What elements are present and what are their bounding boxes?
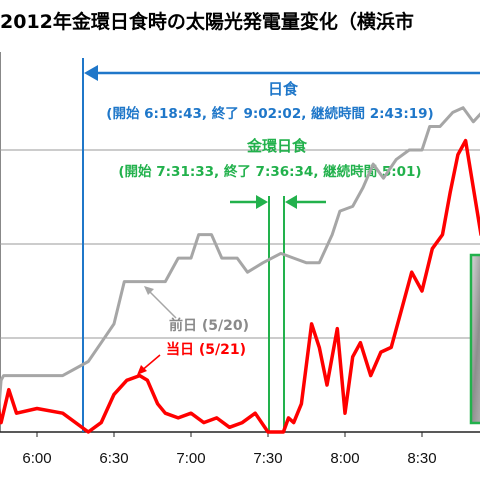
series-prev-day-line (0, 106, 480, 414)
series-today-line (0, 138, 480, 434)
annular-annotation: 金環日食 (開始 7:31:33, 終了 7:36:34, 継続時間 5:01) (118, 137, 422, 432)
x-tick-label-5: 8:30 (407, 450, 436, 467)
annular-right-arrow-head (285, 195, 297, 209)
x-tick-label-4: 8:00 (330, 450, 359, 467)
eclipse-span-annotation: 日食 (開始 6:18:43, 終了 9:02:02, 継続時間 2:43:19… (82, 58, 480, 432)
eclipse-detail: (開始 6:18:43, 終了 9:02:02, 継続時間 2:43:19) (106, 105, 433, 122)
series-lines (0, 106, 480, 434)
prev-day-label: 前日 (5/20) (169, 317, 249, 334)
prev-day-callout: 前日 (5/20) (144, 286, 249, 334)
today-label: 当日 (5/21) (166, 341, 246, 358)
annular-left-arrow-head (256, 195, 268, 209)
today-callout: 当日 (5/21) (137, 341, 246, 375)
x-tick-label-0: 6:00 (22, 450, 51, 467)
annular-detail: (開始 7:31:33, 終了 7:36:34, 継続時間 5:01) (118, 163, 421, 180)
gridlines (0, 149, 480, 339)
eclipse-arrow-head (84, 65, 98, 81)
x-tick-label-2: 7:00 (176, 450, 205, 467)
inset-photo-frame (469, 253, 480, 425)
eclipse-label: 日食 (268, 80, 299, 98)
x-tick-label-1: 6:30 (99, 450, 128, 467)
inset-photo (469, 253, 480, 425)
x-tick-labels: 6:00 6:30 7:00 7:30 8:00 8:30 (22, 432, 437, 467)
prev-day-leader-head (144, 286, 154, 295)
chart-title: 2012年金環日食時の太陽光発電量変化（横浜市 (0, 11, 414, 33)
annular-label: 金環日食 (246, 137, 308, 155)
today-leader-head (137, 365, 147, 375)
prev-day-leader (146, 288, 177, 319)
x-tick-label-3: 7:30 (253, 450, 282, 467)
